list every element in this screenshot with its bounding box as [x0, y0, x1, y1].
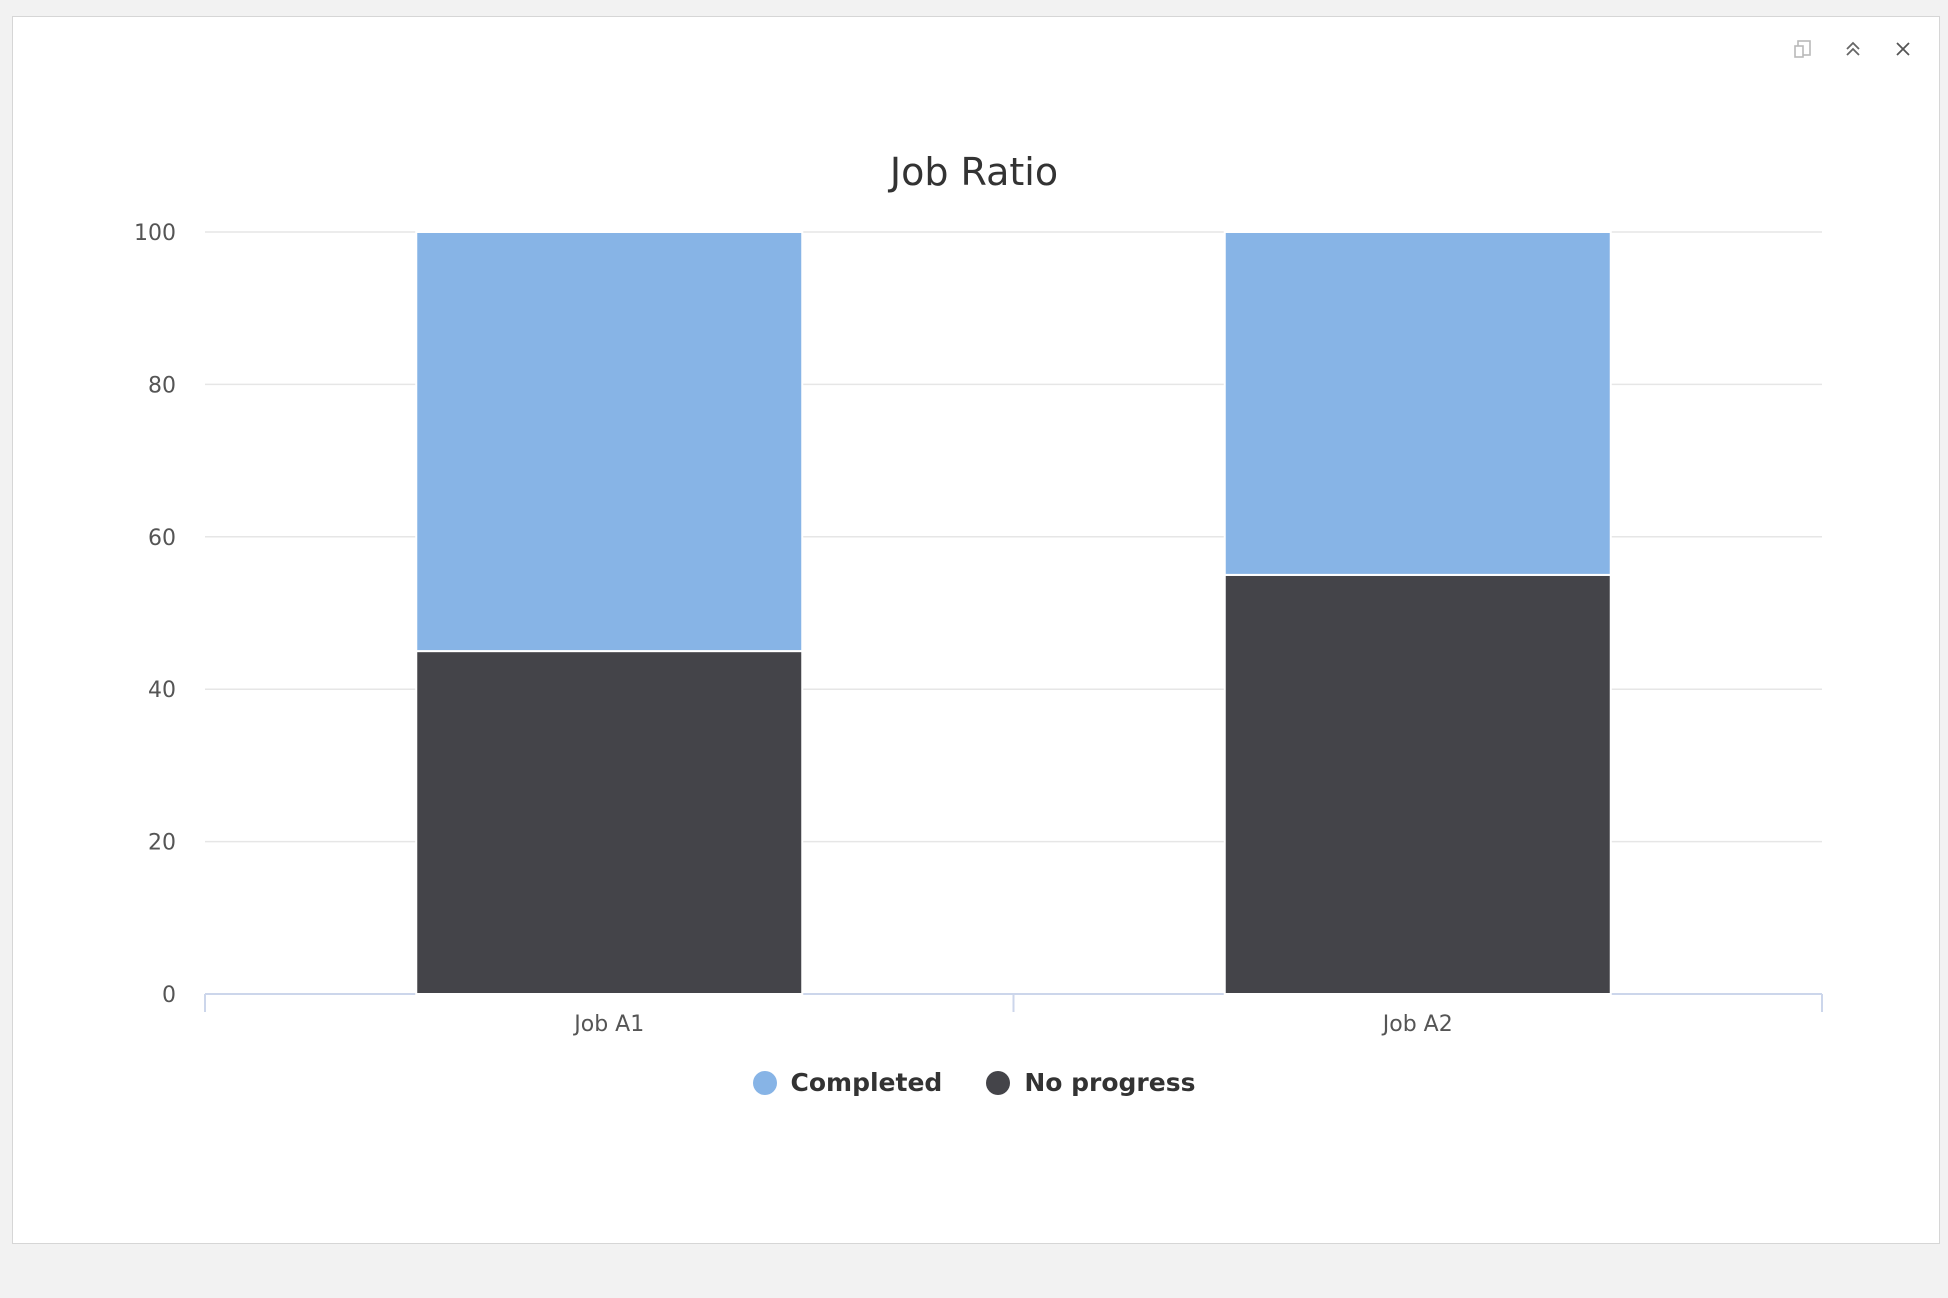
legend-marker: [752, 1070, 777, 1095]
bar-completed: [415, 231, 804, 653]
legend-label: Completed: [790, 1068, 943, 1097]
close-icon[interactable]: [1885, 31, 1921, 67]
export-icon[interactable]: [1785, 31, 1821, 67]
y-tick-label: 40: [148, 678, 176, 703]
y-tick-label: 20: [148, 831, 176, 856]
bar-completed: [1223, 231, 1612, 576]
y-tick-label: 80: [148, 373, 176, 398]
bar-no-progress: [415, 650, 804, 995]
legend-item[interactable]: No progress: [986, 1068, 1195, 1097]
bar-no-progress: [1223, 573, 1612, 996]
chart-legend: Completed No progress: [0, 1068, 1948, 1097]
chart-title: Job Ratio: [889, 150, 1059, 194]
collapse-icon[interactable]: [1835, 31, 1871, 67]
y-tick-label: 60: [148, 526, 176, 551]
x-tick-label: Job A1: [572, 1012, 644, 1037]
panel-toolbar: [1785, 31, 1921, 67]
legend-item[interactable]: Completed: [752, 1068, 943, 1097]
x-tick-label: Job A2: [1381, 1012, 1453, 1037]
y-tick-label: 0: [162, 983, 176, 1008]
y-tick-label: 100: [134, 221, 176, 246]
legend-label: No progress: [1024, 1068, 1196, 1097]
legend-marker: [986, 1070, 1011, 1095]
chart-panel: [12, 16, 1940, 1244]
